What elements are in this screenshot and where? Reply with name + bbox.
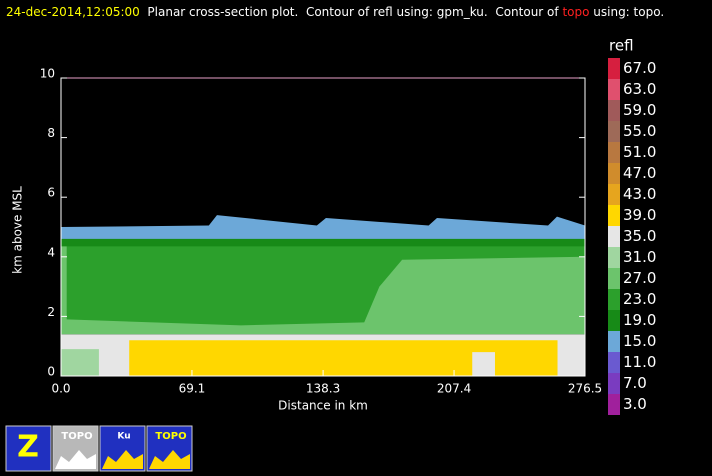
y-tick-label: 8 (47, 126, 55, 140)
contour-region (66, 238, 585, 326)
colorbar-label: 7.0 (623, 374, 647, 392)
x-axis-label: Distance in km (278, 399, 368, 413)
colorbar-swatch (608, 352, 620, 373)
colorbar-swatch (608, 331, 620, 352)
colorbar-label: 27.0 (623, 269, 656, 287)
colorbar-swatch (608, 79, 620, 100)
icon-label: TOPO (155, 431, 186, 442)
icon-label: Z (17, 430, 39, 465)
toolbar-icon[interactable]: TOPO (146, 425, 193, 472)
icon-terrain (55, 450, 96, 469)
colorbar-label: 15.0 (623, 332, 656, 350)
x-tick-label: 138.3 (306, 382, 340, 396)
icon-frame (5, 425, 52, 472)
chart-title: 24-dec-2014,12:05:00 Planar cross-sectio… (6, 5, 664, 19)
colorbar-label: 11.0 (623, 353, 656, 371)
colorbar-swatch (608, 58, 620, 79)
y-tick-label: 6 (47, 186, 55, 200)
title-segment: 24-dec-2014,12:05:00 (6, 5, 140, 19)
colorbar-swatch (608, 310, 620, 331)
colorbar-label: 39.0 (623, 206, 656, 224)
toolbar-icon[interactable]: Z (5, 425, 52, 472)
colorbar-swatch (608, 163, 620, 184)
colorbar-swatch (608, 100, 620, 121)
icon-terrain (102, 450, 143, 469)
colorbar-label: refl (609, 37, 634, 55)
colorbar-swatch (608, 247, 620, 268)
colorbar-label: 55.0 (623, 122, 656, 140)
contour-region (61, 349, 99, 376)
colorbar-swatch (608, 226, 620, 247)
y-axis-label: km above MSL (11, 186, 25, 274)
colorbar-swatch (608, 394, 620, 415)
x-tick-label: 207.4 (437, 382, 471, 396)
y-tick-label: 2 (47, 305, 55, 319)
colorbar-swatch (608, 184, 620, 205)
colorbar-label: 47.0 (623, 164, 656, 182)
icon-label: Ku (117, 432, 130, 442)
colorbar-label: 59.0 (623, 101, 656, 119)
colorbar-swatch (608, 142, 620, 163)
y-tick-label: 0 (47, 365, 55, 379)
title-segment: topo (562, 5, 589, 19)
y-tick-label: 4 (47, 245, 55, 259)
toolbar-icon[interactable]: Ku (99, 425, 146, 472)
title-segment: using: topo. (589, 5, 664, 19)
colorbar-label: 35.0 (623, 227, 656, 245)
x-tick-label: 69.1 (179, 382, 206, 396)
x-tick-label: 0.0 (51, 382, 70, 396)
colorbar-label: 3.0 (623, 395, 647, 413)
contour-region (61, 215, 585, 239)
colorbar-swatch (608, 373, 620, 394)
icon-label: TOPO (61, 431, 92, 442)
colorbar-label: 23.0 (623, 290, 656, 308)
colorbar-label: 51.0 (623, 143, 656, 161)
title-segment: Planar cross-section plot. Contour of re… (140, 5, 563, 19)
colorbar-label: 63.0 (623, 80, 656, 98)
contour-region (129, 340, 558, 376)
colorbar-swatch (608, 289, 620, 310)
colorbar-label: 31.0 (623, 248, 656, 266)
toolbar-icon[interactable]: TOPO (52, 425, 99, 472)
icon-terrain (149, 450, 190, 469)
colorbar-swatch (608, 121, 620, 142)
colorbar-swatch (608, 205, 620, 226)
colorbar-label: 19.0 (623, 311, 656, 329)
colorbar-label: 67.0 (623, 59, 656, 77)
colorbar-label: 43.0 (623, 185, 656, 203)
y-tick-label: 10 (40, 67, 55, 81)
colorbar-swatch (608, 268, 620, 289)
x-tick-label: 276.5 (568, 382, 602, 396)
